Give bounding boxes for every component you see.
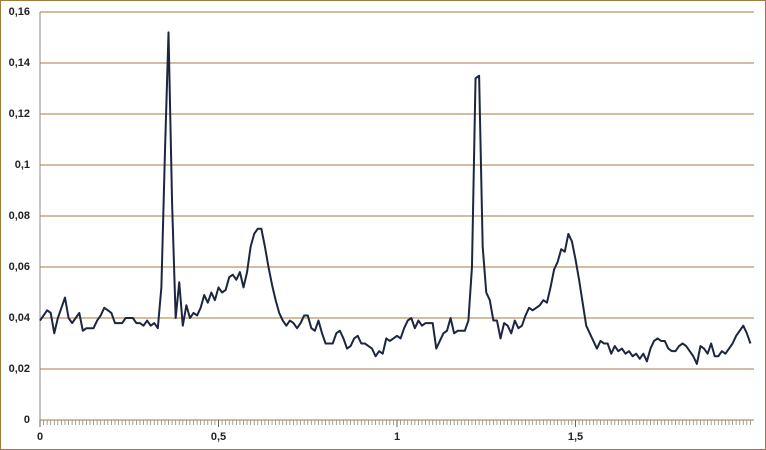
data-line (39, 31, 752, 365)
x-tick-label: 1,5 (568, 431, 583, 443)
y-tick-label: 0,04 (9, 312, 31, 324)
x-tick-label: 0,5 (211, 431, 226, 443)
y-tick-label: 0,12 (9, 108, 30, 120)
x-tick-label: 0 (37, 431, 43, 443)
y-tick-label: 0,06 (9, 261, 30, 273)
y-tick-label: 0 (24, 414, 30, 426)
x-tick-label: 1 (394, 431, 400, 443)
y-tick-label: 0,14 (9, 57, 31, 69)
y-tick-label: 0,1 (15, 159, 30, 171)
y-tick-label: 0,16 (9, 6, 30, 18)
y-tick-label: 0,02 (9, 363, 30, 375)
y-tick-label: 0,08 (9, 210, 30, 222)
